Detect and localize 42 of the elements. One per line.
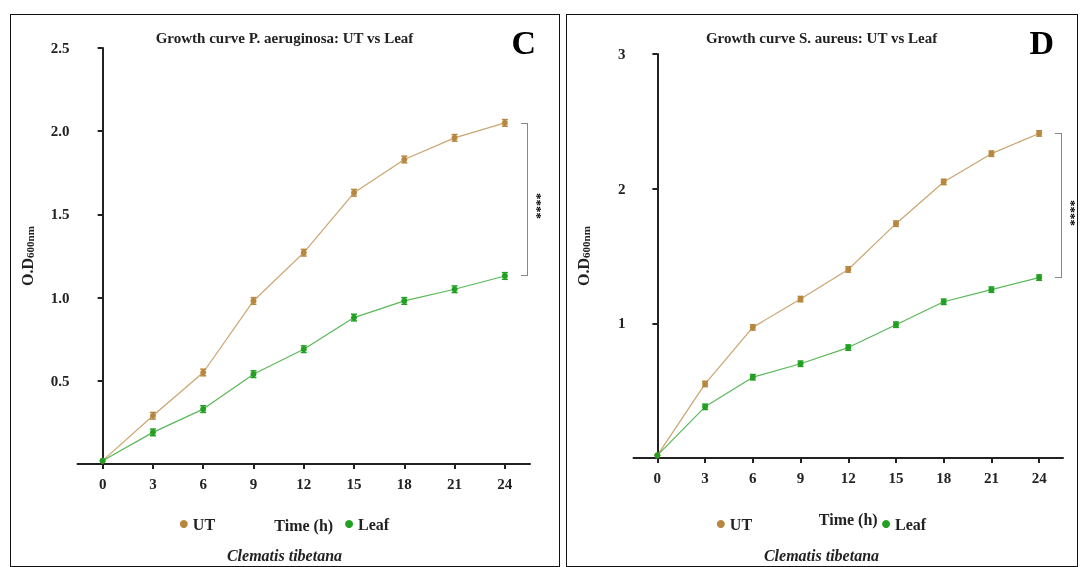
x-tick-label: 3 [149,475,157,492]
annotation: C [511,23,537,61]
x-tick-label: 6 [199,475,208,492]
x-tick-label: 9 [249,475,258,492]
y-tick-label: 2 [618,180,626,197]
legend-label: Leaf [895,515,927,533]
y-tick-label: 2.0 [50,123,70,140]
x-tick-label: 18 [396,475,412,492]
x-tick-label: 3 [701,469,709,486]
y-tick-label: 1 [618,315,626,332]
legend-label: Leaf [358,515,390,533]
annotation: D [1029,23,1055,61]
y-axis-title: O.D600nm [574,226,592,286]
x-axis-title: Time (h) [274,516,334,535]
x-tick-label: 18 [936,469,952,486]
y-tick-label: 2.5 [50,40,70,56]
x-tick-label: 15 [888,469,904,486]
legend-label: UT [192,515,216,533]
x-tick-label: 0 [98,475,107,492]
x-tick-label: 6 [749,469,758,486]
chart-title: Growth curve P. aeruginosa: UT vs Leaf [155,29,415,46]
x-tick-label: 0 [653,469,662,486]
text: Clematis tibetana [226,546,343,564]
text: Clematis tibetana [763,546,880,564]
x-tick-label: 24 [497,475,513,492]
text: **** [1064,199,1080,226]
y-tick-label: 0.5 [50,372,70,389]
x-tick-label: 24 [1031,469,1048,486]
x-tick-label: 12 [840,469,856,486]
x-tick-label: 15 [346,475,362,492]
y-axis-title: O.D600nm [18,226,36,286]
annotation: **** [529,193,545,220]
y-tick-label: 1.0 [50,289,70,306]
y-tick-label: 1.5 [50,206,70,223]
x-tick-label: 12 [296,475,312,492]
x-tick-label: 21 [447,475,463,492]
x-tick-label: 21 [983,469,999,486]
legend-label: UT [729,515,753,533]
x-axis-title: Time (h) [818,510,878,529]
chart-title: Growth curve S. aureus: UT vs Leaf [705,29,939,46]
x-tick-label: 9 [796,469,805,486]
y-tick-label: 3 [618,46,626,62]
